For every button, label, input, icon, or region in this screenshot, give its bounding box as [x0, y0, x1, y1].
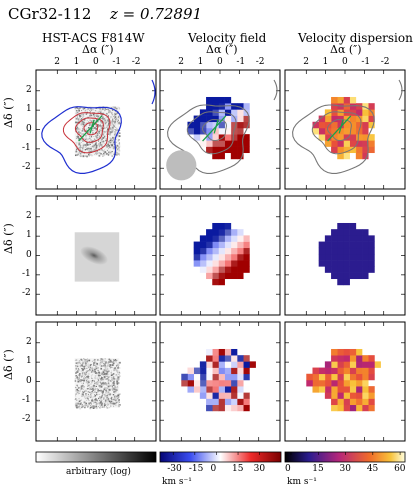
colorbar-tick-label: 60: [394, 464, 406, 474]
panel-frame: [159, 321, 281, 442]
x-axis-label-col3: Δα (″): [330, 43, 362, 56]
contour-grey-mid-col2: [186, 111, 237, 155]
dispersion-map-model: [318, 222, 375, 286]
y-tick-label: 1: [26, 356, 32, 367]
kinematic-axis: [202, 115, 227, 142]
redshift-label: z = 0.72891: [110, 5, 203, 23]
x-axis-label-col2: Δα (″): [206, 43, 238, 56]
colorbar-tick-label: 0: [210, 464, 217, 474]
column-title-hst: HST-ACS F814W: [42, 31, 145, 45]
panel-frame: [35, 321, 157, 442]
x-tick-label: 1: [197, 57, 204, 67]
psf-beam: [166, 150, 197, 181]
dispersion-map-residual: [306, 348, 381, 412]
y-tick-label: 2: [26, 84, 32, 95]
x-tick-label: -2: [131, 57, 141, 67]
x-tick-label: 1: [73, 57, 80, 67]
contour-edge-arc-col3: [398, 79, 403, 101]
y-tick-label: -2: [22, 162, 31, 173]
x-tick-label: 0: [217, 57, 223, 67]
x-tick-label: 2: [178, 57, 185, 67]
y-tick-label: 0: [26, 375, 32, 386]
y-tick-label: 1: [26, 230, 32, 241]
x-tick-label: -2: [255, 57, 265, 67]
y-tick-label: -1: [22, 142, 31, 153]
panel-frame: [35, 195, 157, 316]
x-axis-label-col1: Δα (″): [82, 43, 114, 56]
kinematic-axis: [78, 115, 103, 142]
panel-frame: [159, 69, 281, 190]
panel-frame: [284, 321, 406, 442]
x-tick-label: 2: [54, 57, 61, 67]
column-title-velocity-dispersion: Velocity dispersion: [298, 31, 413, 45]
object-name: CGr32-112: [8, 5, 92, 23]
x-tick-label: -2: [380, 57, 390, 67]
contour-outer: [41, 106, 122, 174]
hst-model-image: [74, 232, 120, 282]
contour-grey-inner-col2: [202, 119, 227, 141]
column-title-velocity-field: Velocity field: [188, 31, 267, 45]
colorbar-tick-label: 0: [285, 464, 291, 474]
panel-frame: [159, 195, 281, 316]
contour-inner-1: [62, 112, 111, 154]
panel-frame: [35, 69, 157, 190]
contour-grey-inner-col3: [327, 119, 352, 141]
velocity-map-observed-row1: [187, 96, 250, 160]
colorbar-label-hst: arbitrary (log): [66, 467, 131, 477]
hst-image-row1: [74, 106, 121, 158]
x-tick-label: 2: [303, 57, 310, 67]
contour-edge-arc-col2: [273, 79, 278, 101]
colorbar-velocity: [159, 451, 282, 463]
x-tick-label: 0: [93, 57, 99, 67]
y-tick-label: 0: [26, 123, 32, 134]
y-tick-label: -1: [22, 268, 31, 279]
colorbar-tick-label: -30: [167, 464, 182, 474]
y-tick-label: -2: [22, 414, 31, 425]
hst-residual-image: [74, 358, 121, 410]
velocity-map-residual: [181, 348, 256, 412]
x-tick-label: -1: [112, 57, 122, 67]
colorbar-label-velocity: km s⁻¹: [162, 477, 192, 487]
contour-edge-arc: [151, 79, 156, 105]
velocity-map-model: [193, 222, 250, 286]
x-tick-label: -1: [361, 57, 371, 67]
colorbar-tick-label: -15: [188, 464, 204, 474]
contour-inner-3: [83, 122, 99, 136]
y-tick-label: 2: [26, 210, 32, 221]
contour-grey-mid-col3: [311, 111, 362, 155]
y-tick-label: -2: [22, 288, 31, 299]
x-tick-label: 1: [322, 57, 329, 67]
colorbar-tick-label: 15: [312, 464, 324, 474]
colorbar-hst: [35, 451, 157, 463]
colorbar-tick-label: 30: [253, 464, 266, 474]
y-tick-label: 2: [26, 336, 32, 347]
colorbar-tick-label: 45: [366, 464, 379, 474]
panel-frame: [284, 69, 406, 190]
y-tick-label: -1: [22, 394, 31, 405]
colorbar-tick-label: 30: [339, 464, 351, 474]
panel-frame: [284, 195, 406, 316]
y-tick-label: 1: [26, 104, 32, 115]
contour-grey-outer-col3: [292, 104, 375, 174]
colorbar-dispersion: [284, 451, 406, 463]
colorbar-tick-label: 15: [232, 464, 244, 474]
colorbar-label-dispersion: km s⁻¹: [287, 477, 317, 487]
x-tick-label: -1: [236, 57, 246, 67]
x-tick-label: 0: [342, 57, 348, 67]
y-tick-label: 0: [26, 249, 32, 260]
contour-inner-2: [74, 117, 104, 143]
kinematic-axis: [327, 115, 352, 142]
